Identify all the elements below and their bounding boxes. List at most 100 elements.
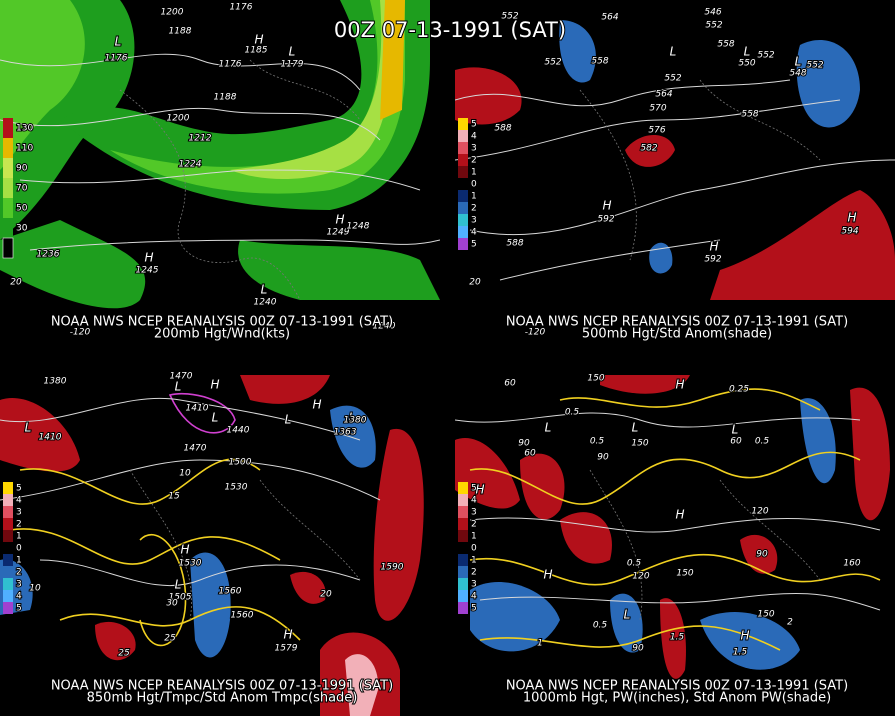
legend-label: 50	[16, 204, 28, 214]
colorbar-cell	[3, 482, 13, 494]
contour-label: 1.5	[733, 648, 748, 658]
colorbar-cell	[458, 142, 468, 154]
legend-label: 1	[471, 532, 477, 542]
pressure-center: L	[289, 45, 296, 59]
contour-label: 10	[179, 469, 191, 479]
colorbar-cell	[458, 578, 468, 590]
panel-subtitle: 500mb Hgt/Std Anom(shade)	[582, 327, 772, 342]
contour-label: 594	[841, 227, 858, 237]
colorbar-cell	[458, 602, 468, 614]
pressure-center: H	[675, 508, 684, 522]
legend-label: 5	[471, 240, 477, 250]
panel-subtitle: 200mb Hgt/Wnd(kts)	[154, 327, 290, 342]
legend-label: 2	[16, 568, 22, 578]
colorbar-cell	[458, 542, 468, 554]
pressure-center: L	[732, 423, 739, 437]
panel-caption: NOAA NWS NCEP REANALYSIS 00Z 07-13-1991 …	[506, 679, 848, 694]
colorbar-cell	[458, 214, 468, 226]
contour-label: 90	[756, 550, 768, 560]
legend-label: 2	[471, 204, 477, 214]
contour-label: 1530	[225, 483, 248, 493]
contour-label: 1200	[161, 8, 184, 18]
colorbar-cell	[3, 518, 13, 530]
contour-label: 592	[704, 255, 721, 265]
colorbar-cell	[458, 238, 468, 250]
contour-label: 120	[751, 507, 768, 517]
contour-label: 15	[168, 492, 180, 502]
legend-label: 4	[471, 496, 477, 506]
map-title: 00Z 07-13-1991 (SAT)	[334, 18, 566, 42]
contour-label: 1470	[170, 372, 193, 382]
pressure-center: L	[175, 578, 182, 592]
legend-label: 2	[16, 520, 22, 530]
pressure-center: L	[261, 283, 268, 297]
colorbar-cell	[3, 578, 13, 590]
contour-label: 20	[469, 278, 481, 288]
legend-label: 110	[16, 144, 33, 154]
pressure-center: H	[740, 629, 749, 643]
colorbar-cell	[458, 190, 468, 202]
pressure-center: H	[210, 378, 219, 392]
legend-label: 0	[471, 180, 477, 190]
contour-label: 60	[524, 449, 536, 459]
contour-label: 120	[632, 572, 649, 582]
contour-label: 150	[757, 610, 774, 620]
legend-label: 3	[16, 580, 22, 590]
contour-label: 1	[537, 639, 543, 649]
contour-label: 552	[664, 74, 681, 84]
colorbar-cell	[3, 590, 13, 602]
contour-label: 1590	[381, 563, 404, 573]
legend-label: 1	[16, 532, 22, 542]
legend-label: 4	[471, 132, 477, 142]
pressure-center: L	[115, 35, 122, 49]
pressure-center: L	[25, 421, 32, 435]
contour-label: 150	[676, 569, 693, 579]
contour-label: 576	[648, 126, 665, 136]
contour-label: 1240	[254, 298, 277, 308]
contour-label: 552	[806, 61, 823, 71]
colorbar-cell	[458, 554, 468, 566]
contour-label: 20	[320, 590, 332, 600]
contour-label: 558	[717, 40, 734, 50]
pressure-center: L	[349, 411, 356, 425]
contour-label: 552	[705, 21, 722, 31]
colorbar-cell	[3, 566, 13, 578]
colorbar-cell	[458, 154, 468, 166]
contour-label: 1245	[136, 266, 159, 276]
contour-label: 90	[518, 439, 530, 449]
contour-label: 552	[544, 58, 561, 68]
contour-label: 588	[506, 239, 523, 249]
contour-label: 1224	[179, 160, 202, 170]
legend-label: 5	[16, 604, 22, 614]
pressure-center: H	[180, 543, 189, 557]
legend-label: 2	[471, 156, 477, 166]
legend-label: 70	[16, 184, 28, 194]
contour-label: -120	[70, 328, 91, 338]
colorbar-cell	[458, 506, 468, 518]
legend-label: 5	[471, 484, 477, 494]
contour-label: 552	[757, 51, 774, 61]
contour-label: 570	[649, 104, 666, 114]
contour-label: 0.5	[565, 408, 580, 418]
pressure-center: H	[475, 483, 484, 497]
contour-label: 0.5	[593, 621, 608, 631]
pressure-center: L	[795, 55, 802, 69]
legend-label: 1	[471, 556, 477, 566]
panel-850mb-shading	[0, 375, 424, 716]
legend-label: 5	[16, 484, 22, 494]
pressure-center: H	[312, 398, 321, 412]
legend-label: 4	[16, 592, 22, 602]
legend-label: 3	[471, 144, 477, 154]
contour-label: 60	[730, 437, 742, 447]
contour-label: 558	[741, 110, 758, 120]
colorbar-cell	[458, 130, 468, 142]
contour-label: 1363	[334, 428, 357, 438]
panel-500mb-shading	[455, 20, 895, 300]
contour-label: 1179	[281, 60, 304, 70]
contour-label: 90	[597, 453, 609, 463]
contour-label: 1560	[219, 587, 242, 597]
pressure-center: L	[175, 380, 182, 394]
colorbar-cell	[458, 530, 468, 542]
contour-label: 550	[738, 59, 755, 69]
